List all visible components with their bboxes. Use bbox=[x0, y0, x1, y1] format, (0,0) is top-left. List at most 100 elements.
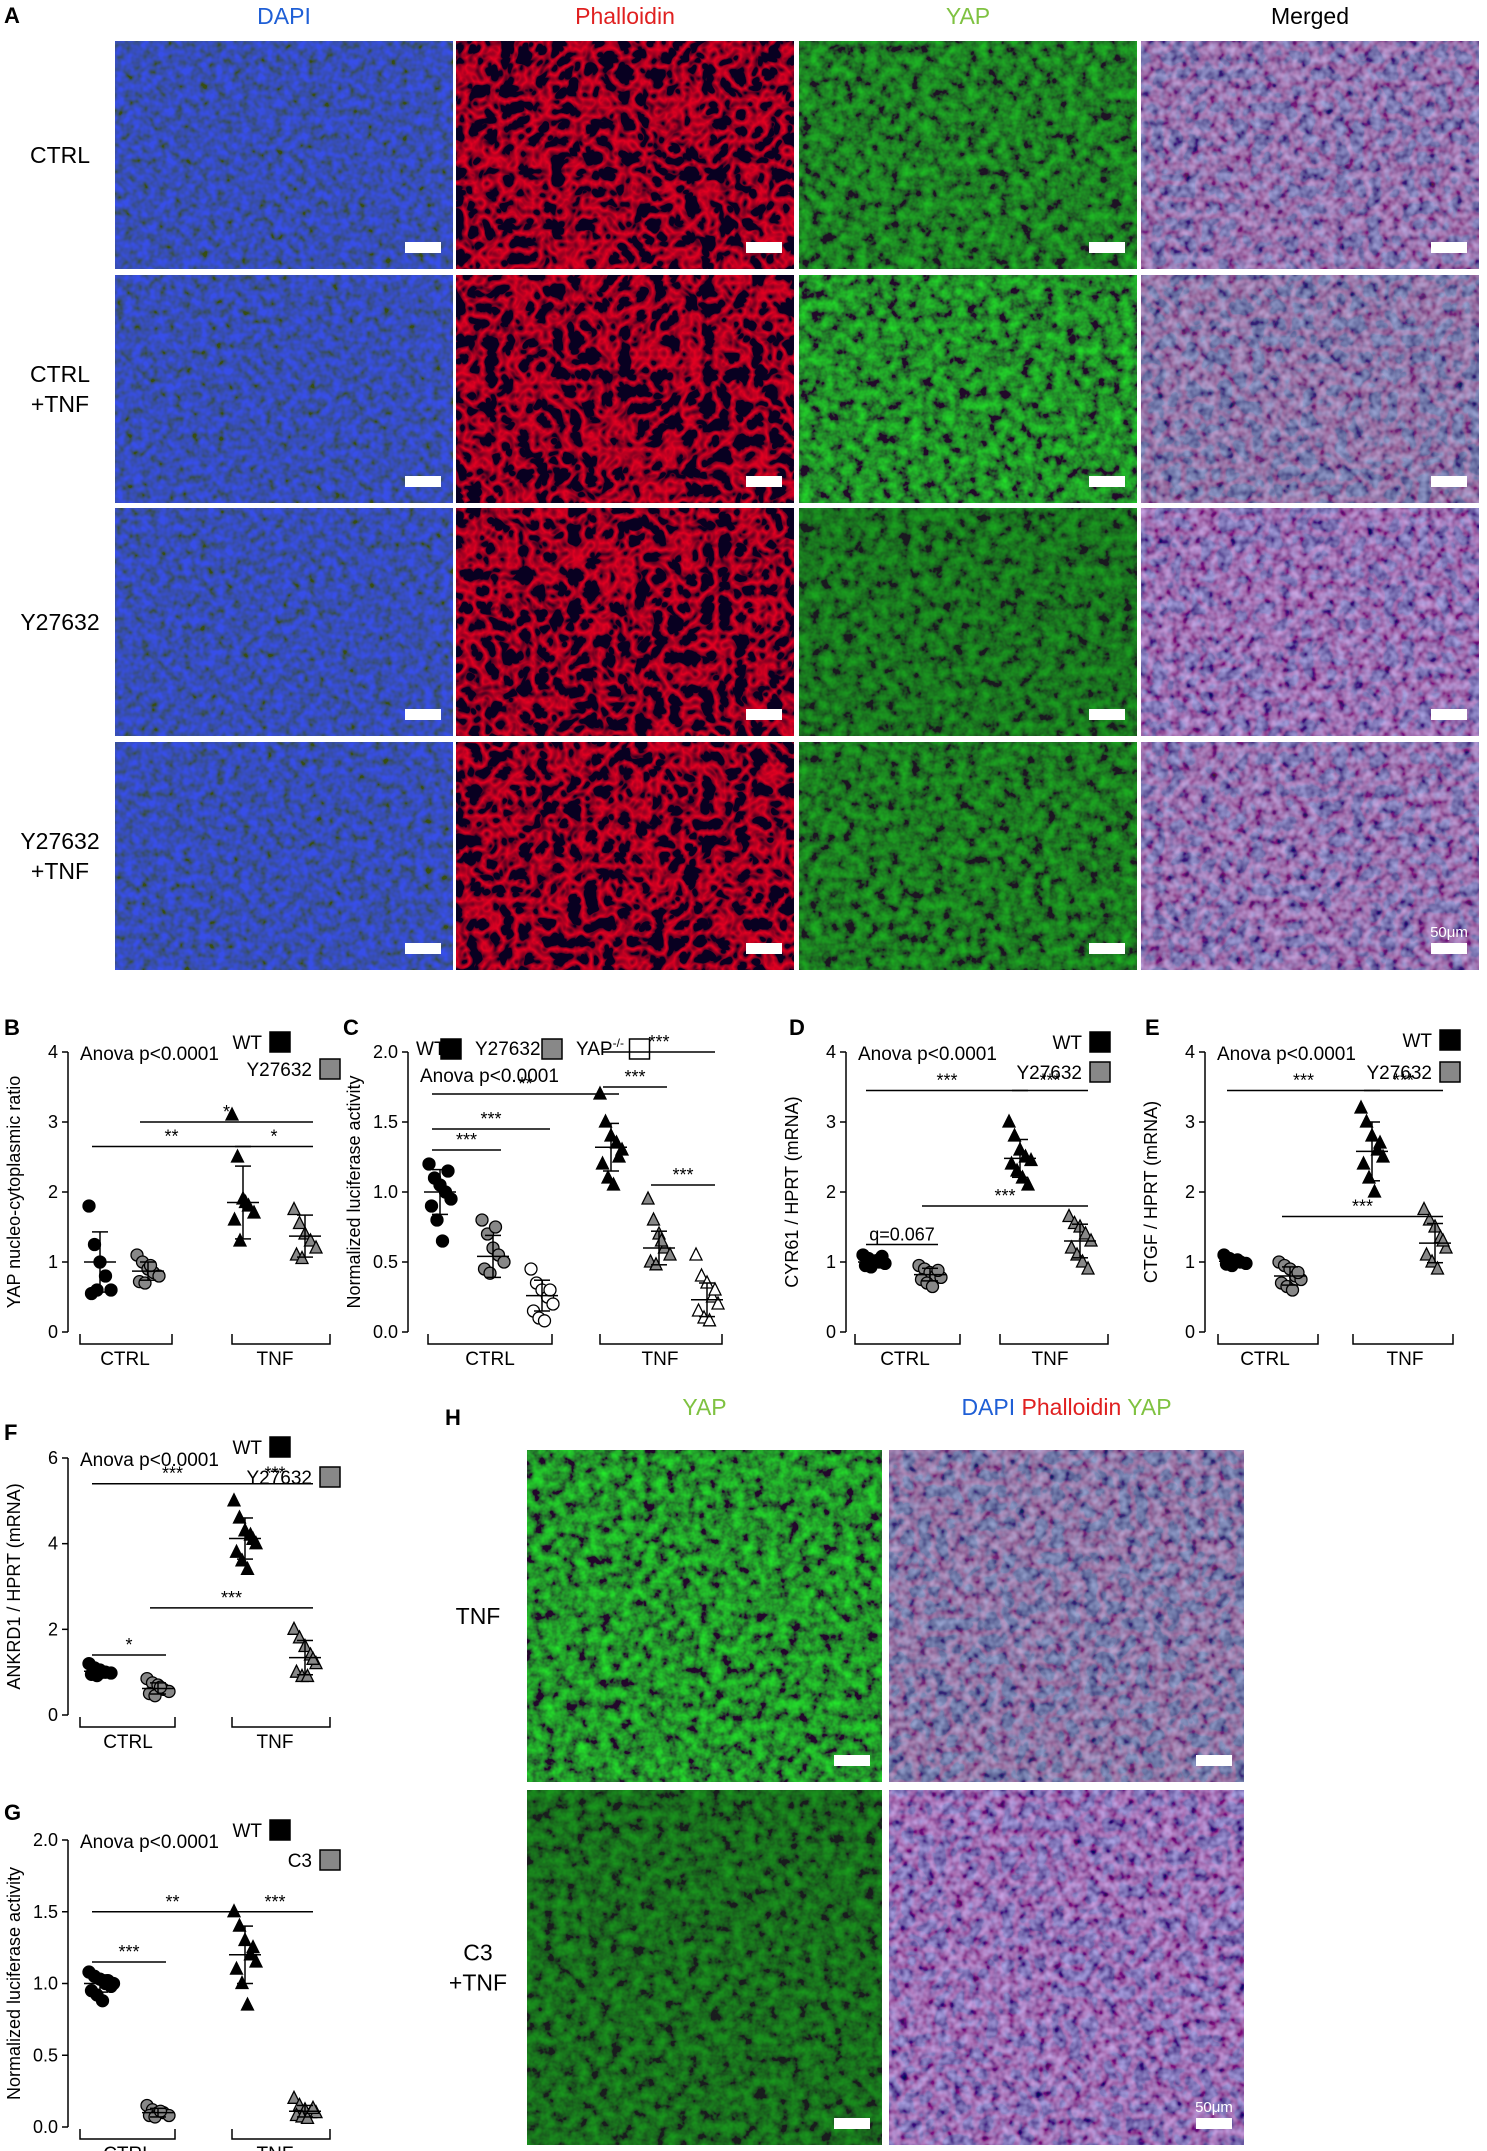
series-ctrl-y27632 bbox=[912, 1258, 948, 1294]
panel-letter-e: E bbox=[1145, 1015, 1160, 1040]
scale-bar bbox=[1431, 476, 1467, 487]
micrograph-yap-row0 bbox=[799, 41, 1137, 269]
data-point bbox=[87, 1237, 102, 1252]
significance-label: *** bbox=[672, 1165, 693, 1185]
scale-bar bbox=[405, 709, 441, 720]
significance-label: * bbox=[223, 1102, 230, 1122]
scale-bar bbox=[1431, 943, 1467, 954]
significance-marker: q=0.067 bbox=[866, 1225, 938, 1246]
legend-label: Y27632 bbox=[475, 1039, 541, 1060]
legend-label: C3 bbox=[288, 1851, 312, 1872]
scale-bar-label: 50μm bbox=[1195, 2099, 1233, 2116]
data-point bbox=[1419, 1246, 1434, 1261]
data-point bbox=[595, 1155, 610, 1170]
legend-label: WT bbox=[232, 1438, 262, 1459]
legend-superscript: -/- bbox=[613, 1036, 624, 1050]
data-point bbox=[694, 1267, 709, 1282]
series-ctrl-wt bbox=[82, 1965, 121, 2008]
significance-marker: *** bbox=[1282, 1197, 1443, 1218]
data-point bbox=[606, 1176, 621, 1191]
y-tick-label: 1 bbox=[48, 1252, 58, 1272]
column-header-yap: YAP bbox=[682, 1394, 726, 1420]
data-point bbox=[1353, 1099, 1369, 1114]
micrograph-merged-row3: 50μm bbox=[1141, 742, 1479, 970]
group-label-tnf: TNF bbox=[1387, 1349, 1424, 1370]
anova-label: Anova p<0.0001 bbox=[1217, 1044, 1356, 1065]
data-point bbox=[1438, 1239, 1454, 1254]
legend-swatch bbox=[1439, 1061, 1461, 1083]
micrograph-merged-row2-actin-overlay bbox=[1141, 508, 1479, 736]
panels-b-g-charts: B 0 1 2 3 4 YAP nucleo-cytoplasmic ratio CTRL TN… bbox=[4, 1015, 1461, 2151]
row-label-2: Y27632 bbox=[20, 609, 99, 635]
micrograph-h-yap-row0-texture bbox=[527, 1450, 882, 1782]
column-header-phal: Phalloidin bbox=[575, 3, 675, 29]
row-label-h-1: C3 +TNF bbox=[449, 1940, 507, 1996]
micrograph-h-merged-row0 bbox=[889, 1450, 1244, 1782]
micrograph-yap-row3-texture bbox=[799, 742, 1137, 970]
significance-marker: ** bbox=[92, 1127, 251, 1148]
legend-swatch bbox=[541, 1038, 563, 1060]
group-bracket bbox=[1217, 1334, 1319, 1345]
significance-label: *** bbox=[264, 1892, 285, 1912]
micrograph-merged-row0 bbox=[1141, 41, 1479, 269]
series-ctrl-wt bbox=[82, 1656, 118, 1683]
row-label-h-1-line: C3 bbox=[463, 1940, 492, 1966]
micrograph-phal-row0-texture bbox=[456, 41, 794, 269]
group-bracket bbox=[599, 1334, 723, 1345]
group-label-ctrl: CTRL bbox=[465, 1349, 515, 1370]
series-ctrl-y27632 bbox=[1272, 1255, 1308, 1297]
column-header-merged: Merged bbox=[1271, 3, 1349, 29]
data-point bbox=[688, 1246, 704, 1261]
data-point bbox=[646, 1211, 661, 1226]
micrograph-dapi-row1 bbox=[115, 275, 453, 503]
series-tnf-wt bbox=[1353, 1099, 1391, 1198]
significance-marker: *** bbox=[432, 1109, 550, 1130]
column-header-merged: DAPI Phalloidin YAP bbox=[961, 1394, 1171, 1420]
significance-marker: *** bbox=[237, 1892, 313, 1913]
group-bracket bbox=[1352, 1334, 1454, 1345]
data-point bbox=[1083, 1232, 1099, 1247]
data-point bbox=[286, 2089, 302, 2104]
significance-marker: * bbox=[140, 1102, 313, 1123]
data-point bbox=[240, 1560, 255, 1576]
micrograph-phal-row0 bbox=[456, 41, 794, 269]
significance-label: *** bbox=[936, 1071, 957, 1091]
significance-label: *** bbox=[1393, 1071, 1414, 1091]
y-tick-label: 0 bbox=[48, 1322, 58, 1342]
scale-bar bbox=[1089, 476, 1125, 487]
y-tick-label: 4 bbox=[826, 1042, 836, 1062]
chart-f: F 0 2 4 6 ANKRD1 / HPRT (mRNA) CTRL TNF Anova p<… bbox=[4, 1420, 341, 1753]
data-point bbox=[705, 1288, 720, 1303]
data-point bbox=[138, 1276, 152, 1290]
micrograph-dapi-row0-texture bbox=[115, 41, 453, 269]
data-point bbox=[248, 1953, 264, 1968]
group-label-tnf: TNF bbox=[257, 1349, 294, 1370]
data-point bbox=[1285, 1283, 1300, 1297]
data-point bbox=[925, 1279, 940, 1294]
series-tnf-y27632 bbox=[1061, 1208, 1099, 1275]
data-point bbox=[1356, 1155, 1371, 1170]
y-tick-label: 2.0 bbox=[373, 1042, 398, 1062]
data-point bbox=[702, 1312, 717, 1327]
y-tick-label: 1.5 bbox=[373, 1112, 398, 1132]
data-point bbox=[1075, 1253, 1090, 1268]
legend-label: WT bbox=[232, 1821, 262, 1842]
significance-marker: ** bbox=[432, 1074, 619, 1095]
significance-marker: * bbox=[92, 1635, 166, 1656]
series-ctrl-c3 bbox=[140, 2098, 176, 2124]
legend-label: Y27632 bbox=[1366, 1063, 1432, 1084]
data-point bbox=[657, 1239, 672, 1254]
significance-marker: *** bbox=[922, 1186, 1088, 1207]
data-point bbox=[286, 1201, 302, 1216]
data-point bbox=[1023, 1152, 1039, 1167]
data-point bbox=[640, 1190, 656, 1205]
data-point bbox=[152, 1269, 166, 1283]
legend: WT Y27632 bbox=[232, 1031, 341, 1081]
row-label-h-1-line: +TNF bbox=[449, 1970, 507, 1996]
significance-label: ** bbox=[164, 1127, 178, 1147]
series-ctrl-wt bbox=[856, 1248, 892, 1274]
panel-letter-c: C bbox=[343, 1015, 359, 1040]
legend-label: WT bbox=[416, 1039, 446, 1060]
legend-swatch bbox=[628, 1038, 651, 1060]
